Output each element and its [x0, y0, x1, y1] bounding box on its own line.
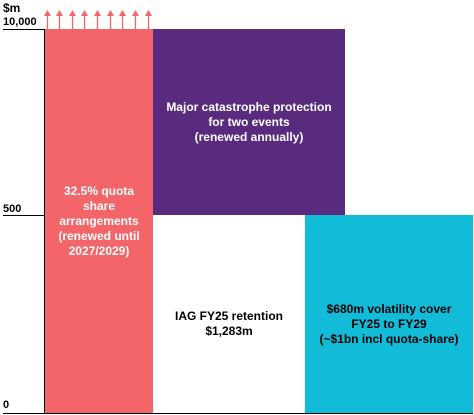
retention-block: IAG FY25 retention $1,283m	[153, 215, 305, 413]
axis-unit-label: $m	[3, 1, 21, 15]
arrow-up-icon	[68, 10, 76, 29]
tick-label-500: 500	[3, 203, 22, 215]
volatility-cover-label: $680m volatility cover FY25 to FY29 (~$1…	[319, 301, 459, 346]
tick-label-0: 0	[3, 399, 10, 411]
retention-label: IAG FY25 retention $1,283m	[174, 309, 284, 338]
arrow-up-icon	[56, 10, 64, 29]
quota-share-label: 32.5% quota share arrangements (renewed …	[58, 183, 140, 258]
volatility-cover-block: $680m volatility cover FY25 to FY29 (~$1…	[305, 215, 473, 413]
y-axis-line	[44, 29, 45, 414]
arrow-up-icon	[119, 10, 127, 29]
gridline-500	[3, 215, 45, 216]
gridline-10000	[3, 29, 45, 30]
arrow-up-icon	[43, 10, 51, 29]
arrow-up-icon	[106, 10, 114, 29]
arrow-up-icon	[144, 10, 152, 29]
quota-share-block: 32.5% quota share arrangements (renewed …	[45, 29, 153, 413]
arrow-up-icon	[131, 10, 139, 29]
arrow-up-icon	[81, 10, 89, 29]
arrow-up-icon	[94, 10, 101, 29]
catastrophe-protection-block: Major catastrophe protection for two eve…	[153, 29, 345, 215]
baseline-axis	[3, 413, 473, 414]
tick-label-10000: 10,000	[3, 16, 37, 28]
catastrophe-protection-label: Major catastrophe protection for two eve…	[166, 99, 332, 144]
